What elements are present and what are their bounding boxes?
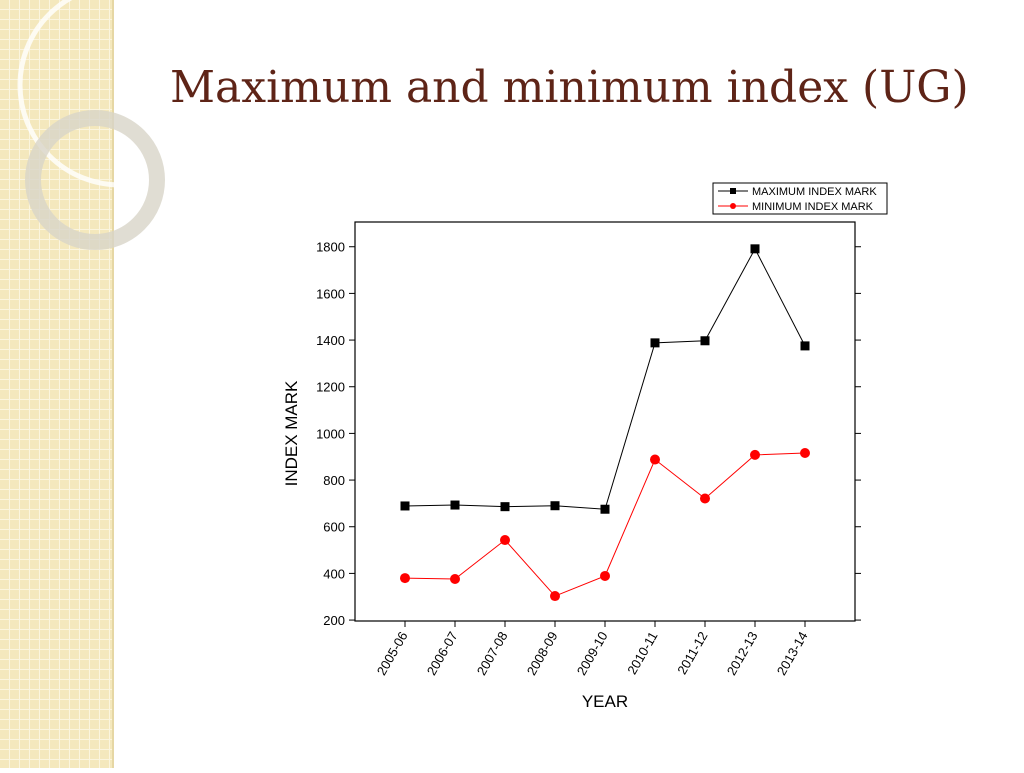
x-tick-label: 2008-09 <box>524 629 561 678</box>
point <box>500 535 510 546</box>
legend-marker <box>730 203 736 209</box>
x-tick-label: 2013-14 <box>774 629 811 678</box>
x-tick-label: 2012-13 <box>724 629 761 678</box>
x-tick-label: 2011-12 <box>674 629 710 677</box>
point <box>650 454 660 465</box>
point <box>800 341 810 351</box>
point <box>500 502 510 512</box>
x-tick-label: 2007-08 <box>474 629 511 678</box>
y-tick-label: 1400 <box>316 333 345 348</box>
x-tick-label: 2006-07 <box>424 629 461 678</box>
x-tick-label: 2009-10 <box>574 629 611 678</box>
point <box>600 570 610 581</box>
x-tick-label: 2010-11 <box>624 629 660 677</box>
y-tick-label: 1800 <box>316 240 345 255</box>
legend-label: MAXIMUM INDEX MARK <box>752 186 877 198</box>
legend-marker <box>730 188 736 194</box>
point <box>750 244 760 254</box>
point <box>700 336 710 346</box>
slide-title: Maximum and minimum index (UG) <box>170 62 969 113</box>
point <box>700 493 710 504</box>
series-line <box>404 247 806 510</box>
plot-frame <box>354 221 856 622</box>
point <box>550 591 560 602</box>
point <box>600 504 610 514</box>
point <box>450 500 460 510</box>
legend-label: MINIMUM INDEX MARK <box>752 201 874 213</box>
point <box>400 573 410 584</box>
legend-box <box>712 182 888 215</box>
y-tick-label: 1600 <box>316 286 345 301</box>
point <box>400 501 410 511</box>
decoration <box>0 0 223 768</box>
y-axis-label: INDEX MARK <box>282 380 301 486</box>
y-tick-label: 1000 <box>316 426 345 441</box>
y-tick-label: 800 <box>323 473 345 488</box>
point <box>550 501 560 511</box>
x-axis-label: YEAR <box>582 692 628 711</box>
x-tick-label: 2005-06 <box>374 629 411 678</box>
point <box>750 449 760 460</box>
point <box>650 338 660 348</box>
point <box>800 448 810 458</box>
y-tick-label: 1200 <box>316 380 345 395</box>
y-tick-label: 600 <box>323 520 345 535</box>
point <box>450 574 460 584</box>
y-tick-label: 200 <box>323 613 345 628</box>
y-tick-label: 400 <box>323 566 345 581</box>
